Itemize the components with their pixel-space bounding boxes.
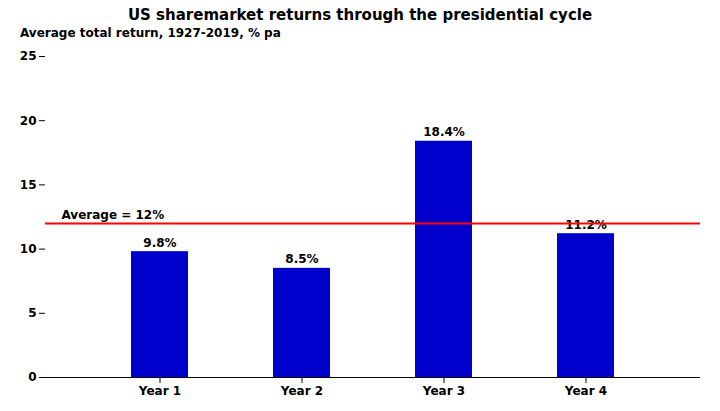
svg-text:10: 10 <box>20 242 37 256</box>
html-text:Average total return, 1927-201: Average total return, 1927-2019, % pa <box>20 26 281 40</box>
svg-text:Year 1: Year 1 <box>138 384 181 398</box>
svg-text:8.5%: 8.5% <box>285 252 318 266</box>
svg-text:15: 15 <box>20 178 37 192</box>
svg-text:9.8%: 9.8% <box>143 236 176 250</box>
svg-text:Year 4: Year 4 <box>564 384 607 398</box>
svg-text:Year 3: Year 3 <box>422 384 465 398</box>
svg-text:5: 5 <box>28 306 36 320</box>
svg-text:0: 0 <box>28 370 36 384</box>
svg-text:Average = 12%: Average = 12% <box>62 208 165 222</box>
svg-text:11.2%: 11.2% <box>565 218 607 232</box>
html-text:US sharemarket returns through: US sharemarket returns through the presi… <box>127 6 593 24</box>
svg-text:20: 20 <box>20 114 37 128</box>
svg-text:Year 2: Year 2 <box>280 384 323 398</box>
svg-text:18.4%: 18.4% <box>423 125 465 139</box>
svg-text:25: 25 <box>20 49 37 63</box>
